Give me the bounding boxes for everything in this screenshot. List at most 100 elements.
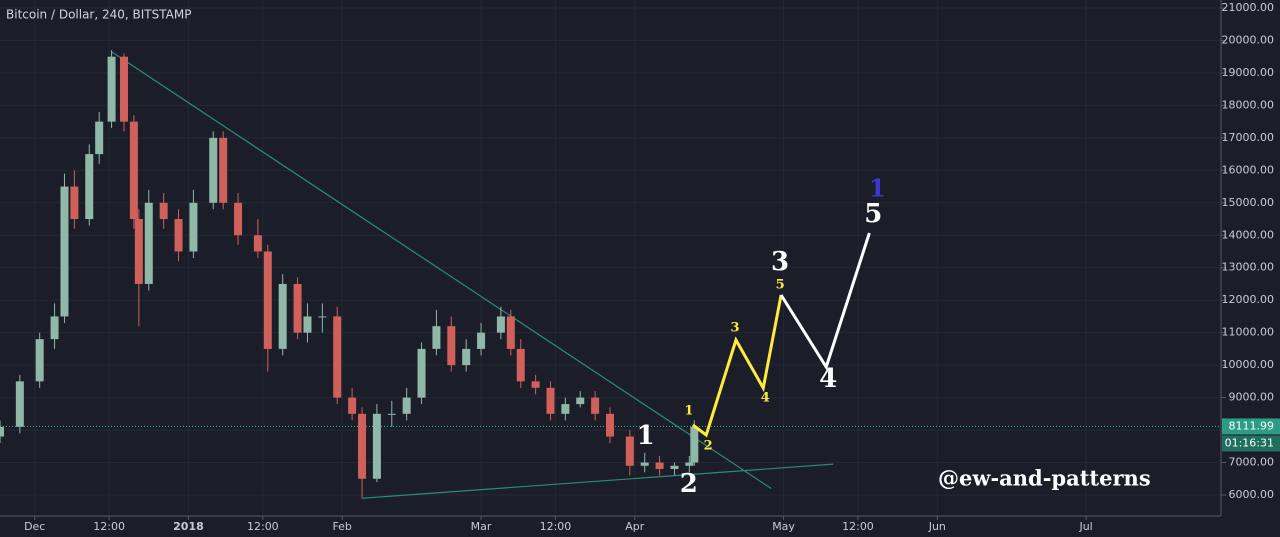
wave-label: 3 bbox=[771, 247, 789, 277]
wave-label: 2 bbox=[680, 469, 698, 499]
candle-body bbox=[209, 137, 218, 203]
candle-body bbox=[432, 326, 441, 349]
candle-body bbox=[303, 316, 312, 333]
trend-line bbox=[361, 463, 834, 499]
wave-label: 4 bbox=[819, 364, 837, 394]
y-tick-label: 16000.00 bbox=[1222, 163, 1275, 176]
candle-body bbox=[531, 381, 540, 388]
candle-body bbox=[640, 462, 649, 466]
wave-label: 5 bbox=[776, 278, 785, 293]
wave-label: 1 bbox=[869, 174, 886, 203]
candle-body bbox=[174, 219, 183, 252]
candle-body bbox=[234, 202, 243, 236]
candle-body bbox=[333, 316, 342, 398]
candle-body bbox=[576, 397, 585, 405]
y-tick-label: 11000.00 bbox=[1222, 326, 1275, 339]
candle-body bbox=[60, 186, 69, 317]
candle-body bbox=[372, 413, 381, 479]
candle-body bbox=[417, 348, 426, 398]
x-tick-label: May bbox=[772, 520, 795, 533]
y-tick-label: 6000.00 bbox=[1229, 488, 1275, 501]
x-tick-label: Jun bbox=[928, 520, 946, 533]
wave-label: 4 bbox=[761, 390, 770, 405]
candle-body bbox=[129, 121, 138, 220]
x-tick-label: Dec bbox=[24, 520, 45, 533]
wave-label: 1 bbox=[684, 404, 693, 419]
watermark: @ew-and-patterns bbox=[938, 466, 1151, 491]
candle-body bbox=[119, 56, 128, 122]
y-tick-label: 17000.00 bbox=[1222, 131, 1275, 144]
x-tick-label: Mar bbox=[471, 520, 492, 533]
candle-body bbox=[85, 154, 94, 220]
chart-title: Bitcoin / Dollar, 240, BITSTAMP bbox=[6, 8, 191, 22]
candle-body bbox=[506, 316, 515, 349]
x-tick-label: 12:00 bbox=[540, 520, 572, 533]
x-tick-label: Jul bbox=[1078, 520, 1092, 533]
candle-body bbox=[219, 137, 228, 203]
y-tick-label: 7000.00 bbox=[1229, 456, 1275, 469]
candle-body bbox=[561, 404, 570, 414]
candle-body bbox=[253, 235, 262, 252]
candle-body bbox=[95, 121, 104, 155]
y-tick-label: 13000.00 bbox=[1222, 261, 1275, 274]
candle-body bbox=[50, 316, 59, 340]
candle-body bbox=[402, 397, 411, 414]
x-tick-label: 12:00 bbox=[93, 520, 125, 533]
candle-body bbox=[293, 283, 302, 333]
candle-body bbox=[278, 283, 287, 349]
y-tick-label: 10000.00 bbox=[1222, 358, 1275, 371]
candle-body bbox=[15, 381, 24, 427]
last-price-label: 8111.99 bbox=[1229, 419, 1275, 432]
candle-body bbox=[189, 202, 198, 252]
y-tick-label: 19000.00 bbox=[1222, 66, 1275, 79]
candle-body bbox=[516, 348, 525, 382]
last-price-box bbox=[1222, 418, 1280, 435]
y-tick-label: 18000.00 bbox=[1222, 98, 1275, 111]
candle-body bbox=[318, 316, 327, 318]
wave-label: 5 bbox=[864, 199, 882, 229]
countdown-label: 01:16:31 bbox=[1225, 436, 1274, 449]
candle-body bbox=[655, 462, 664, 470]
candle-body bbox=[690, 426, 699, 463]
candle-body bbox=[625, 436, 634, 466]
candle-body bbox=[358, 413, 367, 479]
y-tick-label: 9000.00 bbox=[1229, 391, 1275, 404]
candle-body bbox=[477, 332, 486, 349]
candle-body bbox=[263, 251, 272, 349]
candle-body bbox=[685, 462, 694, 466]
candle-body bbox=[134, 219, 143, 284]
x-tick-label: Feb bbox=[332, 520, 351, 533]
candle-body bbox=[670, 465, 679, 470]
projection-path bbox=[691, 294, 783, 438]
candle-body bbox=[144, 202, 153, 284]
y-tick-label: 14000.00 bbox=[1222, 228, 1275, 241]
y-tick-label: 15000.00 bbox=[1222, 196, 1275, 209]
wave-label: 3 bbox=[730, 320, 739, 335]
countdown-box bbox=[1222, 435, 1280, 452]
candle-body bbox=[447, 326, 456, 366]
candle-body bbox=[591, 397, 600, 414]
candle-body bbox=[462, 348, 471, 366]
candle-body bbox=[496, 316, 505, 333]
candle-body bbox=[606, 413, 614, 437]
candle-body bbox=[35, 339, 44, 382]
x-tick-label: 12:00 bbox=[842, 520, 874, 533]
candle-body bbox=[107, 56, 116, 122]
candle-body bbox=[70, 186, 79, 220]
candle-body bbox=[348, 397, 357, 414]
wave-label: 1 bbox=[637, 421, 655, 451]
trend-line bbox=[111, 51, 772, 490]
y-tick-label: 20000.00 bbox=[1222, 33, 1275, 46]
x-tick-label: 2018 bbox=[173, 520, 204, 533]
y-tick-label: 21000.00 bbox=[1222, 1, 1275, 14]
x-tick-label: Apr bbox=[625, 520, 645, 533]
axes: 6000.007000.008000.009000.0010000.001100… bbox=[24, 1, 1280, 533]
candle-body bbox=[387, 413, 396, 415]
x-tick-label: 12:00 bbox=[247, 520, 279, 533]
projection-path bbox=[779, 232, 871, 371]
candle-body bbox=[546, 387, 555, 414]
candle-body bbox=[159, 202, 168, 220]
